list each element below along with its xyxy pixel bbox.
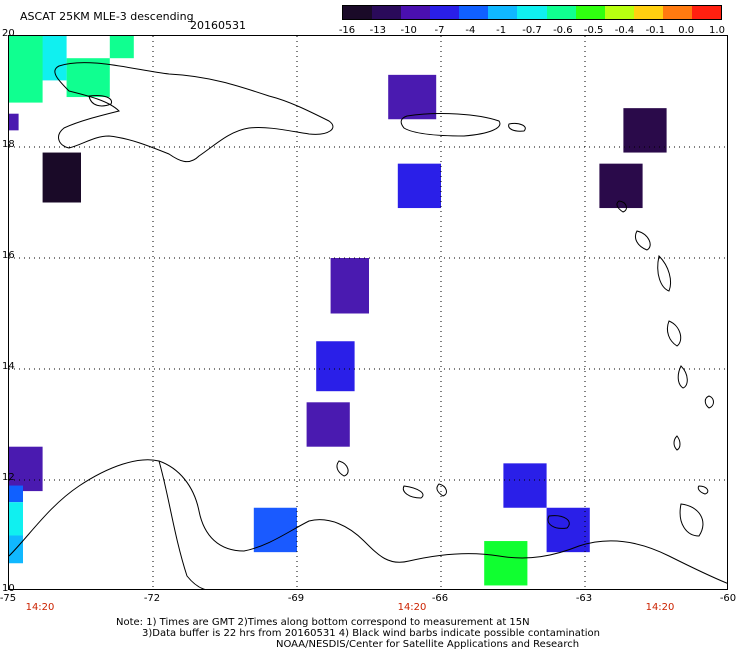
wind-cell — [306, 402, 350, 447]
wind-cell — [9, 446, 43, 492]
coastline-guadeloupe — [634, 230, 651, 251]
color-swatch — [633, 6, 663, 19]
coastline-gulf-venezuela — [158, 460, 206, 589]
color-swatch — [517, 6, 547, 19]
longitude-tick-label: -72 — [143, 593, 161, 604]
color-scale-label: -16 — [338, 25, 356, 36]
note-line-2: 3)Data buffer is 22 hrs from 20160531 4)… — [142, 628, 600, 639]
wind-cell — [9, 36, 43, 103]
wind-cell — [9, 535, 23, 564]
coastline-barbados — [704, 395, 714, 409]
longitude-tick-label: -63 — [575, 593, 593, 604]
longitude-tick-label: -66 — [431, 593, 449, 604]
color-scale-bar — [342, 5, 722, 20]
color-swatch — [430, 6, 460, 19]
wind-cell — [109, 36, 134, 59]
wind-cell — [9, 485, 23, 503]
latitude-tick-label: 10 — [2, 583, 15, 594]
coastline-puerto-rico — [400, 113, 501, 137]
color-scale-label: -0.5 — [583, 25, 604, 36]
wind-cell — [9, 113, 19, 131]
time-label-right: 14:20 — [645, 602, 675, 613]
longitude-tick-label: -60 — [719, 593, 737, 604]
color-scale-label: 0.0 — [678, 25, 695, 36]
wind-cell — [546, 507, 590, 553]
latitude-tick-label: 14 — [2, 361, 15, 372]
coastline-hispaniola — [54, 62, 334, 163]
product-title: ASCAT 25KM MLE-3 descending — [20, 10, 194, 23]
time-label-left: 14:20 — [25, 602, 55, 613]
wind-cell — [397, 163, 441, 209]
longitude-tick-label: -69 — [287, 593, 305, 604]
coastline-stlucia — [677, 365, 688, 389]
wind-cell — [9, 502, 23, 536]
wind-map — [8, 35, 728, 590]
coastline-tobago — [697, 485, 709, 495]
color-swatch — [401, 6, 431, 19]
color-swatch — [604, 6, 634, 19]
coastline-grenada — [673, 435, 681, 451]
color-swatch — [343, 6, 373, 19]
color-scale-label: -10 — [400, 25, 417, 36]
coastline-trinidad — [679, 503, 704, 537]
wind-cell — [503, 463, 547, 508]
wind-cell — [330, 258, 369, 314]
wind-cell — [66, 58, 110, 98]
coastline-jamaica-bay — [88, 95, 113, 107]
coastline-virgin-islands — [508, 123, 526, 132]
color-scale-label: -0.1 — [645, 25, 666, 36]
latitude-tick-label: 18 — [2, 139, 15, 150]
coastline-dominica — [657, 255, 672, 292]
color-swatch — [488, 6, 518, 19]
coastline-antigua — [616, 200, 627, 213]
color-swatch — [662, 6, 692, 19]
coastline-martinique — [666, 320, 682, 347]
coastline-aruba — [336, 460, 349, 477]
latitude-tick-label: 16 — [2, 250, 15, 261]
color-scale-label: -4 — [465, 25, 476, 36]
coastline-curacao — [402, 485, 424, 499]
graticule — [9, 36, 727, 589]
color-scale-label: -7 — [434, 25, 445, 36]
note-line-1: Note: 1) Times are GMT 2)Times along bot… — [116, 617, 530, 628]
wind-cell — [42, 152, 81, 203]
color-scale-label: -0.4 — [614, 25, 635, 36]
latitude-tick-label: 20 — [2, 28, 15, 39]
scatterometer-cells — [9, 36, 667, 586]
coastline-venezuela — [9, 459, 727, 584]
color-swatch — [691, 6, 722, 19]
longitude-tick-label: -75 — [0, 593, 17, 604]
color-scale-label: -0.6 — [553, 25, 573, 36]
color-swatch — [575, 6, 605, 19]
latitude-tick-label: 12 — [2, 472, 15, 483]
coastlines — [9, 62, 727, 589]
color-scale-label: 1.0 — [709, 25, 725, 36]
wind-cell — [623, 108, 667, 153]
map-canvas — [9, 36, 727, 589]
wind-cell — [599, 163, 643, 209]
color-scale-label: -1 — [496, 25, 507, 36]
coastline-bonaire — [436, 483, 447, 497]
wind-cell — [484, 541, 528, 586]
wind-cell — [388, 74, 437, 120]
time-label-center: 14:20 — [397, 602, 427, 613]
note-line-3: NOAA/NESDIS/Center for Satellite Applica… — [276, 639, 580, 650]
wind-cell — [253, 507, 297, 553]
product-date: 20160531 — [190, 19, 246, 32]
color-swatch — [459, 6, 489, 19]
coastline-margarita — [547, 515, 570, 529]
color-swatch — [372, 6, 402, 19]
color-scale-label: -13 — [369, 25, 386, 36]
color-swatch — [546, 6, 576, 19]
color-scale-label: -0.7 — [522, 25, 542, 36]
wind-cell — [316, 341, 355, 392]
